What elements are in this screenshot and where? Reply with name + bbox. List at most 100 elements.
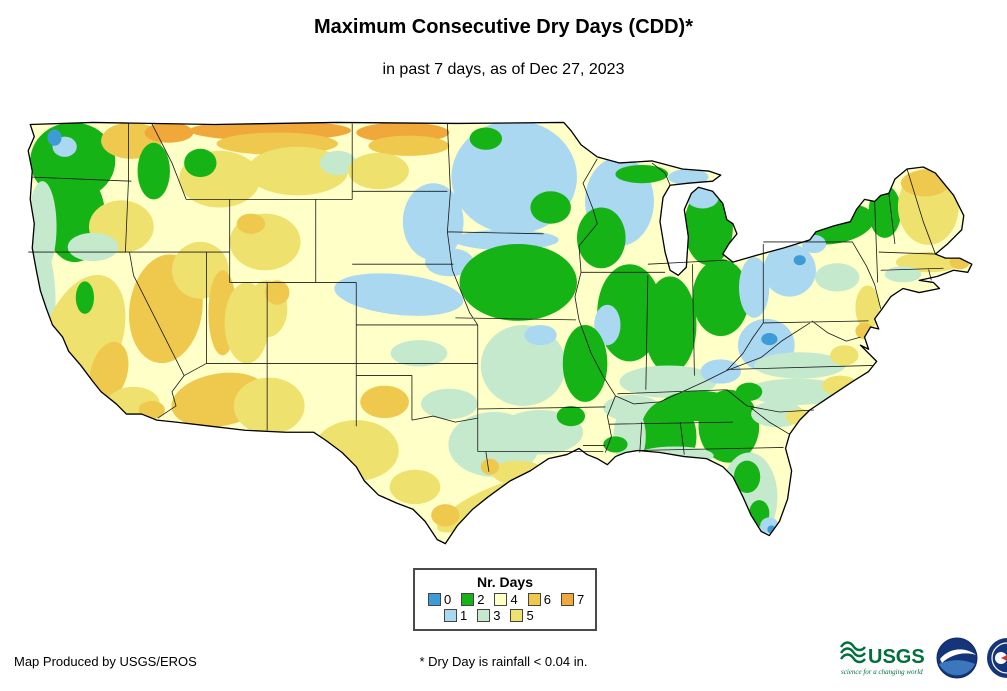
map-region-value-2 — [735, 382, 763, 401]
map-region-value-3 — [319, 150, 357, 176]
legend-title: Nr. Days — [476, 574, 534, 590]
map-region-value-2 — [615, 164, 669, 184]
map-region-value-2 — [698, 389, 760, 463]
map-region-value-1 — [668, 169, 709, 186]
map-region-value-1 — [425, 248, 474, 277]
map-region-value-2 — [75, 281, 95, 314]
legend-swatch-0 — [428, 593, 441, 606]
legend-row-2: 1 3 5 — [444, 609, 591, 622]
map-region-value-5 — [389, 469, 441, 505]
map-region-value-3 — [67, 232, 119, 262]
page-subtitle: in past 7 days, as of Dec 27, 2023 — [382, 61, 625, 78]
map-region-value-1 — [453, 229, 559, 251]
page-title: Maximum Consecutive Dry Days (CDD)* — [314, 16, 693, 38]
noaa-logo — [936, 637, 978, 679]
dry-day-note: * Dry Day is rainfall < 0.04 in. — [419, 654, 588, 669]
map-region-value-3 — [480, 324, 566, 406]
map-regions — [28, 122, 970, 542]
map-region-value-5 — [491, 460, 545, 485]
legend-row-1: 0 2 4 6 7 — [428, 593, 591, 606]
legend-value-label: 1 — [460, 608, 468, 623]
usgs-tagline: science for a changing world — [841, 668, 923, 676]
usgs-logo: USGS science for a changing world — [840, 641, 925, 676]
map-region-value-6 — [138, 400, 165, 420]
legend-item-2: 2 — [461, 593, 484, 606]
legend-item-4: 4 — [494, 592, 518, 607]
map-region-value-6 — [431, 504, 460, 527]
map-region-value-6 — [236, 213, 266, 234]
map-region-value-3 — [754, 352, 846, 379]
legend-value-label: 5 — [526, 608, 534, 623]
legend-value-label: 6 — [543, 592, 551, 607]
legend-item-5: 5 — [510, 608, 534, 623]
legend-value-label: 3 — [493, 608, 501, 623]
usgs-logo-text: USGS — [868, 646, 925, 668]
legend-value-label: 0 — [444, 592, 452, 607]
map-region-value-7 — [144, 122, 194, 143]
legend-value-label: 2 — [477, 592, 485, 607]
legend-swatch-2 — [461, 593, 475, 606]
legend-swatch-4 — [494, 593, 508, 606]
map-region-value-3 — [390, 340, 448, 367]
map-legend: Nr. Days 0 2 4 6 7 1 3 5 — [413, 568, 597, 631]
map-region-value-2 — [603, 436, 628, 453]
legend-item-1: 1 — [444, 609, 467, 622]
state-borders — [28, 123, 944, 472]
map-region-value-5 — [313, 420, 399, 481]
legend-swatch-7 — [560, 593, 574, 606]
map-region-value-2 — [692, 259, 750, 337]
map-region-value-3 — [814, 263, 860, 292]
legend-swatch-3 — [477, 609, 491, 622]
map-region-value-5 — [830, 345, 859, 366]
legend-value-label: 7 — [576, 592, 585, 607]
map-region-value-2 — [556, 405, 586, 427]
legend-value-label: 4 — [510, 592, 518, 607]
map-region-value-2 — [184, 148, 217, 178]
map-region-value-2 — [733, 460, 761, 494]
map-region-value-1 — [334, 273, 464, 316]
legend-item-7: 7 — [560, 592, 585, 607]
map-region-value-6 — [265, 280, 290, 305]
map-region-value-6 — [480, 458, 500, 475]
map-region-value-5 — [822, 375, 859, 396]
legend-item-0: 0 — [428, 593, 451, 606]
legend-swatch-1 — [444, 609, 457, 622]
map-region-value-2 — [639, 399, 697, 473]
map-region-value-2 — [469, 127, 503, 150]
map-region-value-1 — [801, 234, 827, 254]
map-region-value-5 — [348, 152, 409, 190]
map-region-value-3 — [29, 246, 56, 359]
map-region-value-5 — [233, 377, 305, 435]
us-outline — [27, 121, 973, 545]
map-region-value-3 — [619, 365, 717, 398]
us-map — [27, 121, 973, 545]
map-region-value-6 — [360, 385, 409, 419]
map-region-value-5 — [855, 285, 880, 331]
map-region-value-6 — [368, 135, 450, 156]
map-region-value-1 — [700, 359, 741, 384]
map-region-value-1 — [524, 324, 557, 346]
map-region-value-2 — [643, 276, 697, 374]
legend-swatch-6 — [527, 593, 541, 606]
map-region-value-0 — [761, 333, 778, 346]
legend-item-3: 3 — [477, 609, 500, 622]
map-region-value-3 — [28, 181, 57, 273]
map-region-value-1 — [738, 257, 770, 318]
map-region-value-6 — [89, 341, 129, 402]
map-region-value-3 — [884, 266, 922, 283]
map-region-value-1 — [686, 186, 719, 209]
map-region-value-2 — [576, 207, 626, 269]
credit-text: Map Produced by USGS/EROS — [14, 654, 197, 669]
map-region-value-2 — [530, 191, 571, 224]
map-region-value-3 — [746, 378, 848, 405]
map-region-value-1 — [594, 304, 621, 346]
map-region-value-0 — [47, 129, 62, 146]
nws-logo — [987, 638, 1007, 678]
agency-logos: USGS science for a changing world — [838, 637, 1007, 679]
map-region-value-2 — [459, 243, 577, 321]
legend-swatch-5 — [510, 609, 524, 622]
map-region-value-3 — [421, 388, 478, 420]
map-region-value-2 — [137, 142, 170, 200]
legend-item-6: 6 — [527, 592, 551, 607]
